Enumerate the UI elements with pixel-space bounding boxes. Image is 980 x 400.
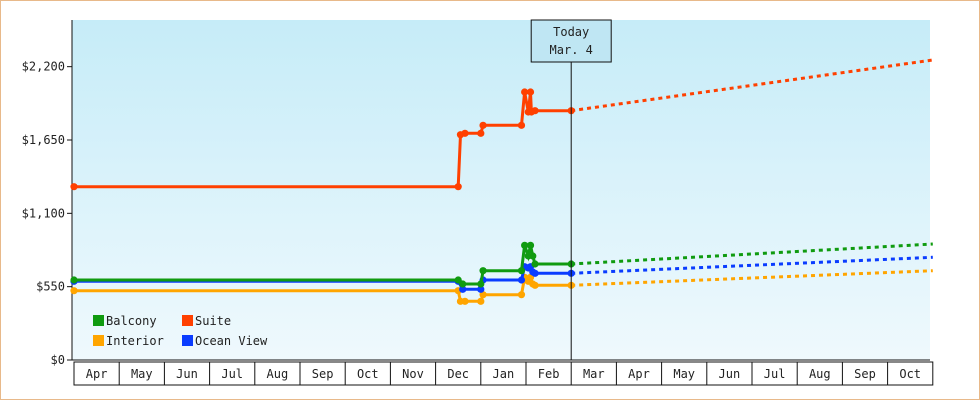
today-box <box>530 19 612 63</box>
data-point-balcony <box>477 280 485 288</box>
data-point-balcony <box>479 267 487 275</box>
month-strip <box>73 361 934 386</box>
month-label: Oct <box>357 367 379 381</box>
data-point-suite <box>521 88 529 96</box>
month-label: Aug <box>267 367 289 381</box>
data-point-interior <box>477 297 485 305</box>
month-label: Nov <box>402 367 424 381</box>
month-label: Mar <box>583 367 605 381</box>
data-point-suite <box>70 183 78 191</box>
month-label: Jun <box>176 367 198 381</box>
data-point-balcony <box>521 241 529 249</box>
data-point-interior <box>461 297 469 305</box>
legend-label: Suite <box>195 314 231 328</box>
data-point-balcony <box>529 252 537 260</box>
data-point-ocean-view <box>477 285 485 293</box>
month-label: Aug <box>809 367 831 381</box>
legend-label: Balcony <box>106 314 157 328</box>
month-label: Apr <box>86 367 108 381</box>
data-point-balcony <box>459 280 467 288</box>
month-label: Feb <box>538 367 560 381</box>
month-label: Jan <box>493 367 515 381</box>
today-label: Today <box>553 25 589 39</box>
data-point-interior <box>531 281 539 289</box>
today-date: Mar. 4 <box>550 43 593 57</box>
plot-area <box>72 20 930 360</box>
month-label: Oct <box>899 367 921 381</box>
data-point-suite <box>517 121 526 129</box>
legend-swatch <box>93 335 104 346</box>
month-label: Sep <box>854 367 876 381</box>
month-label: May <box>673 367 695 381</box>
month-label: May <box>131 367 153 381</box>
data-point-suite <box>461 129 469 137</box>
data-point-suite <box>479 121 487 129</box>
legend-swatch <box>93 315 104 326</box>
month-label: Sep <box>312 367 334 381</box>
data-point-ocean-view <box>517 276 526 284</box>
data-point-ocean-view <box>459 285 467 293</box>
y-tick-label: $1,650 <box>22 133 65 147</box>
y-tick-label: $2,200 <box>22 60 65 74</box>
month-label: Dec <box>447 367 469 381</box>
forecast-line-suite <box>570 58 934 113</box>
month-label: Apr <box>628 367 650 381</box>
data-point-suite <box>454 183 462 191</box>
y-tick-label: $550 <box>36 280 65 294</box>
data-point-balcony <box>70 276 78 284</box>
month-label: Jul <box>221 367 243 381</box>
data-point-balcony <box>531 260 539 268</box>
data-point-interior <box>70 287 78 295</box>
data-point-suite <box>477 129 485 137</box>
legend-swatch <box>182 315 193 326</box>
data-point-suite <box>531 107 539 115</box>
legend-label: Interior <box>106 334 164 348</box>
legend-label: Ocean View <box>195 334 268 348</box>
today-marker: Today Mar. 4 <box>530 19 612 360</box>
data-point-interior <box>517 291 526 299</box>
data-point-balcony <box>526 241 535 249</box>
legend: Balcony Suite Interior Ocean View <box>93 314 268 348</box>
data-point-suite <box>526 88 535 96</box>
x-axis: Apr May Jun Jul Aug Sep Oct Nov Dec Jan Feb Mar Apr M… <box>72 359 934 386</box>
month-label: Jul <box>764 367 786 381</box>
y-axis: $0 $550 $1,100 $1,650 $2,200 <box>22 20 73 367</box>
y-tick-label: $0 <box>51 353 65 367</box>
month-label: Jun <box>719 367 741 381</box>
legend-swatch <box>182 335 193 346</box>
y-tick-label: $1,100 <box>22 206 65 220</box>
data-point-ocean-view <box>531 269 539 277</box>
data-point-balcony <box>517 267 526 275</box>
